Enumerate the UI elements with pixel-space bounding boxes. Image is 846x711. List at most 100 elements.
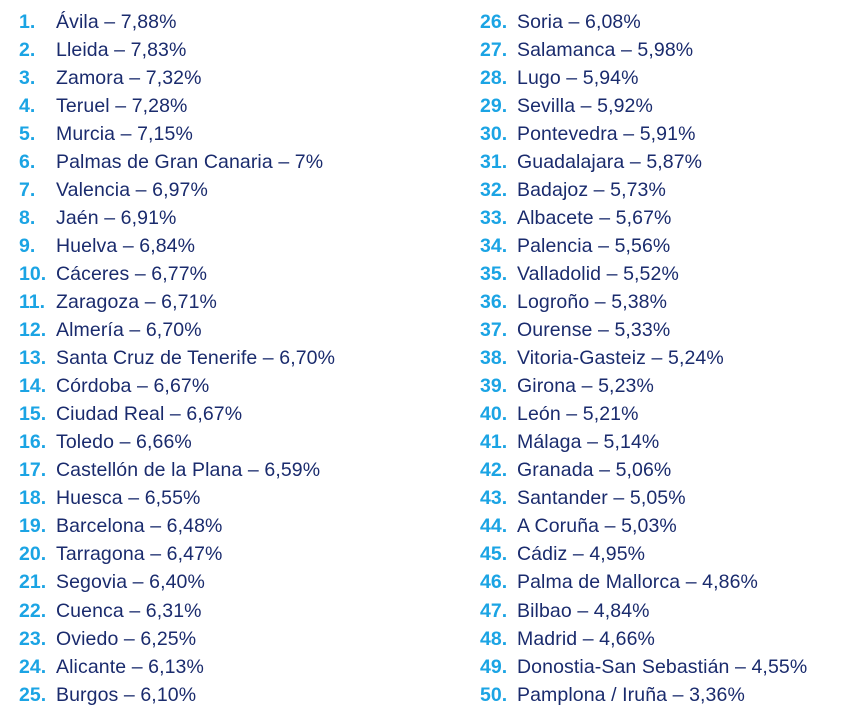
city-rate-label: Castellón de la Plana – 6,59% <box>56 459 321 482</box>
rank-number: 13. <box>19 347 47 370</box>
list-item: 22. Cuenca – 6,31% <box>19 597 335 625</box>
rank-number: 47. <box>480 599 508 622</box>
city-rate-label: Jaén – 6,91% <box>56 206 177 229</box>
rank-number: 2. <box>19 38 36 61</box>
rank-number: 39. <box>480 375 508 398</box>
city-rate-label: Ourense – 5,33% <box>517 319 671 342</box>
list-item: 49. Donostia-San Sebastián – 4,55% <box>480 653 807 681</box>
list-item: 18. Huesca – 6,55% <box>19 485 335 513</box>
city-rate-label: Huesca – 6,55% <box>56 487 201 510</box>
rank-number: 5. <box>19 122 36 145</box>
city-rate-label: Zamora – 7,32% <box>56 66 202 89</box>
list-item: 31. Guadalajara – 5,87% <box>480 148 807 176</box>
city-rate-label: Lugo – 5,94% <box>517 66 639 89</box>
rank-number: 31. <box>480 150 508 173</box>
rank-number: 45. <box>480 543 508 566</box>
list-item: 23. Oviedo – 6,25% <box>19 625 335 653</box>
list-item: 27. Salamanca – 5,98% <box>480 36 807 64</box>
list-item: 36. Logroño – 5,38% <box>480 288 807 316</box>
rank-number: 10. <box>19 262 47 285</box>
list-item: 41. Málaga – 5,14% <box>480 429 807 457</box>
list-item: 44. A Coruña – 5,03% <box>480 513 807 541</box>
city-rate-label: Cádiz – 4,95% <box>517 543 646 566</box>
rank-number: 30. <box>480 122 508 145</box>
city-rate-label: Badajoz – 5,73% <box>517 178 666 201</box>
rank-number: 25. <box>19 683 47 706</box>
rank-number: 49. <box>480 655 508 678</box>
list-item: 43. Santander – 5,05% <box>480 485 807 513</box>
rank-number: 37. <box>480 319 508 342</box>
list-item: 5. Murcia – 7,15% <box>19 120 335 148</box>
list-item: 37. Ourense – 5,33% <box>480 317 807 345</box>
rank-number: 33. <box>480 206 508 229</box>
city-rate-label: Valladolid – 5,52% <box>517 262 679 285</box>
city-rate-label: Ávila – 7,88% <box>56 10 177 33</box>
ranking-column-right: 26. Soria – 6,08% 27. Salamanca – 5,98% 28. L… <box>480 8 807 709</box>
rank-number: 6. <box>19 150 36 173</box>
rank-number: 34. <box>480 234 508 257</box>
city-rate-label: Murcia – 7,15% <box>56 122 193 145</box>
list-item: 32. Badajoz – 5,73% <box>480 176 807 204</box>
rank-number: 46. <box>480 571 508 594</box>
rank-number: 4. <box>19 94 36 117</box>
city-rate-label: Almería – 6,70% <box>56 319 202 342</box>
rank-number: 27. <box>480 38 508 61</box>
list-item: 47. Bilbao – 4,84% <box>480 597 807 625</box>
city-rate-label: Córdoba – 6,67% <box>56 375 210 398</box>
list-item: 21. Segovia – 6,40% <box>19 569 335 597</box>
city-rate-label: Málaga – 5,14% <box>517 431 660 454</box>
list-item: 4. Teruel – 7,28% <box>19 92 335 120</box>
rank-number: 14. <box>19 375 47 398</box>
list-item: 8. Jaén – 6,91% <box>19 204 335 232</box>
rank-number: 21. <box>19 571 47 594</box>
rank-number: 38. <box>480 347 508 370</box>
list-item: 20. Tarragona – 6,47% <box>19 541 335 569</box>
city-rate-label: Guadalajara – 5,87% <box>517 150 703 173</box>
city-rate-label: A Coruña – 5,03% <box>517 515 677 538</box>
list-item: 10. Cáceres – 6,77% <box>19 260 335 288</box>
city-rate-label: Oviedo – 6,25% <box>56 627 197 650</box>
city-rate-label: Segovia – 6,40% <box>56 571 205 594</box>
rank-number: 7. <box>19 178 36 201</box>
rank-number: 9. <box>19 234 36 257</box>
list-item: 16. Toledo – 6,66% <box>19 429 335 457</box>
list-item: 35. Valladolid – 5,52% <box>480 260 807 288</box>
city-rate-label: Madrid – 4,66% <box>517 627 655 650</box>
rank-number: 18. <box>19 487 47 510</box>
list-item: 13. Santa Cruz de Tenerife – 6,70% <box>19 345 335 373</box>
list-item: 46. Palma de Mallorca – 4,86% <box>480 569 807 597</box>
city-rate-label: Sevilla – 5,92% <box>517 94 653 117</box>
city-rate-label: Cuenca – 6,31% <box>56 599 202 622</box>
list-item: 1. Ávila – 7,88% <box>19 8 335 36</box>
city-rate-label: Logroño – 5,38% <box>517 290 668 313</box>
city-rate-label: Vitoria-Gasteiz – 5,24% <box>517 347 724 370</box>
city-rate-label: Santa Cruz de Tenerife – 6,70% <box>56 347 336 370</box>
city-rate-label: Salamanca – 5,98% <box>517 38 694 61</box>
city-rate-label: Tarragona – 6,47% <box>56 543 223 566</box>
rank-number: 43. <box>480 487 508 510</box>
list-item: 7. Valencia – 6,97% <box>19 176 335 204</box>
list-item: 2. Lleida – 7,83% <box>19 36 335 64</box>
rank-number: 12. <box>19 319 47 342</box>
city-rate-label: Palencia – 5,56% <box>517 234 671 257</box>
list-item: 3. Zamora – 7,32% <box>19 64 335 92</box>
rank-number: 44. <box>480 515 508 538</box>
list-item: 38. Vitoria-Gasteiz – 5,24% <box>480 345 807 373</box>
list-item: 24. Alicante – 6,13% <box>19 653 335 681</box>
rank-number: 42. <box>480 459 508 482</box>
list-item: 28. Lugo – 5,94% <box>480 64 807 92</box>
rank-number: 20. <box>19 543 47 566</box>
city-rate-label: Burgos – 6,10% <box>56 683 197 706</box>
rank-number: 48. <box>480 627 508 650</box>
rank-number: 19. <box>19 515 47 538</box>
list-item: 42. Granada – 5,06% <box>480 457 807 485</box>
rank-number: 36. <box>480 290 508 313</box>
rank-number: 40. <box>480 403 508 426</box>
rank-number: 35. <box>480 262 508 285</box>
rank-number: 22. <box>19 599 47 622</box>
list-item: 11. Zaragoza – 6,71% <box>19 288 335 316</box>
rank-number: 11. <box>19 290 46 313</box>
rank-number: 24. <box>19 655 47 678</box>
city-rate-label: Cáceres – 6,77% <box>56 262 208 285</box>
list-item: 26. Soria – 6,08% <box>480 8 807 36</box>
